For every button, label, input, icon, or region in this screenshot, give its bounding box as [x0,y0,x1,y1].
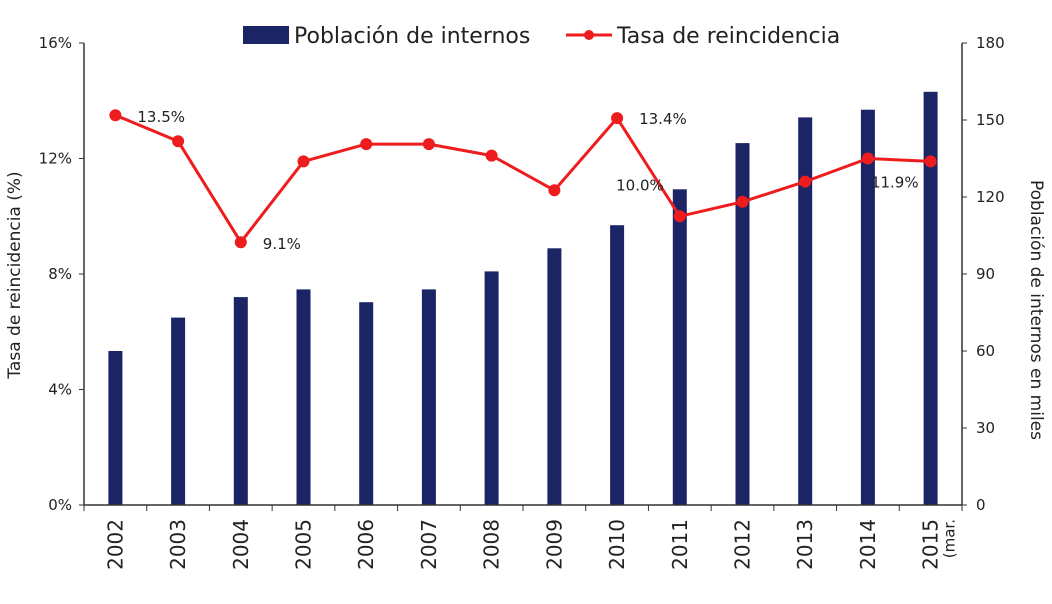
data-label-2002: 13.5% [137,108,185,126]
x-tick-label-2003: 2003 [166,519,190,570]
y-right-axis-title: Población de internos en miles [1026,180,1046,440]
y-right-tick-label: 90 [976,265,995,283]
reincidence-point-2011 [673,210,686,223]
reincidence-line [114,113,931,244]
y-left-tick-label: 0% [48,496,72,514]
x-tick-label-2015: 2015 [919,519,943,570]
bar-2009 [547,248,562,506]
bar-2008 [484,271,499,505]
y-left-tick-label: 12% [39,150,72,168]
reincidence-point-2009 [548,184,561,197]
y-left-axis-title: Tasa de reincidencia (%) [5,171,25,379]
reincidence-point-2004 [234,236,247,249]
reincidence-point-2006 [360,138,373,151]
y-left-tick-label: 16% [39,34,72,52]
data-label-2004: 9.1% [263,235,301,253]
bar-2010 [610,225,625,505]
x-tick-label-2008: 2008 [480,519,504,570]
y-right-tick-label: 150 [976,111,1005,129]
reincidence-point-2008 [485,149,498,162]
y-right-tick-label: 180 [976,34,1005,52]
legend-bar-label: Población de internos [294,24,530,49]
data-label-2011: 10.0% [616,176,664,194]
x-tick-label-2011: 2011 [668,519,692,570]
y-right-tick-label: 60 [976,342,995,360]
reincidence-point-2014 [861,152,874,165]
y-left-tick-label: 4% [48,381,72,399]
bar-2005 [296,289,311,505]
legend-bar-swatch [243,26,289,44]
bar-2004 [233,297,248,505]
x-tick-label-2002: 2002 [103,519,127,570]
bar-series [108,91,938,506]
line-series [109,109,937,249]
bar-2014 [860,109,875,505]
bar-2007 [421,289,436,505]
reincidence-point-2005 [297,155,310,168]
legend-line-marker [584,30,594,40]
bar-2002 [108,351,123,505]
reincidence-point-2002 [109,109,122,122]
legend: Población de internos Tasa de reincidenc… [243,24,840,49]
x-tick-label-2009: 2009 [542,519,566,570]
bar-2012 [735,143,750,505]
legend-line-label: Tasa de reincidencia [616,24,840,49]
reincidence-point-2007 [422,138,435,151]
y-right-tick-label: 30 [976,419,995,437]
x-tick-label-2004: 2004 [229,519,253,570]
bar-2013 [798,117,813,506]
reincidence-point-2010 [611,112,624,125]
x-tick-label-2005: 2005 [292,519,316,570]
data-labels: 13.5% 9.1% 13.4% 10.0% 11.9% [137,108,918,253]
bar-2015 [923,91,938,506]
bar-2003 [171,317,186,505]
x-tick-label-2010: 2010 [605,519,629,570]
tick-labels: 0% 4% 8% 12% 16% 0 30 60 90 120 150 180 2002 2003 2004… [39,34,1005,570]
x-tick-label-2007: 2007 [417,519,441,570]
x-tick-label-2014: 2014 [856,519,880,570]
axes [79,42,967,511]
y-left-tick-label: 8% [48,265,72,283]
x-tick-label-2006: 2006 [354,519,378,570]
bar-2011 [672,189,687,506]
data-label-2010: 13.4% [639,110,687,128]
data-label-2015: 11.9% [871,173,919,191]
y-right-tick-label: 120 [976,188,1005,206]
x-tick-label-2012: 2012 [731,519,755,570]
reincidence-point-2015 [924,155,937,168]
y-right-tick-label: 0 [976,496,986,514]
reincidence-point-2012 [736,195,749,208]
x-tick-label-2013: 2013 [793,519,817,570]
reincidence-point-2003 [172,135,185,148]
reincidence-point-2013 [799,175,812,188]
x-tick-sublabel-2015: (mar. [941,519,959,558]
bar-2006 [359,302,374,505]
